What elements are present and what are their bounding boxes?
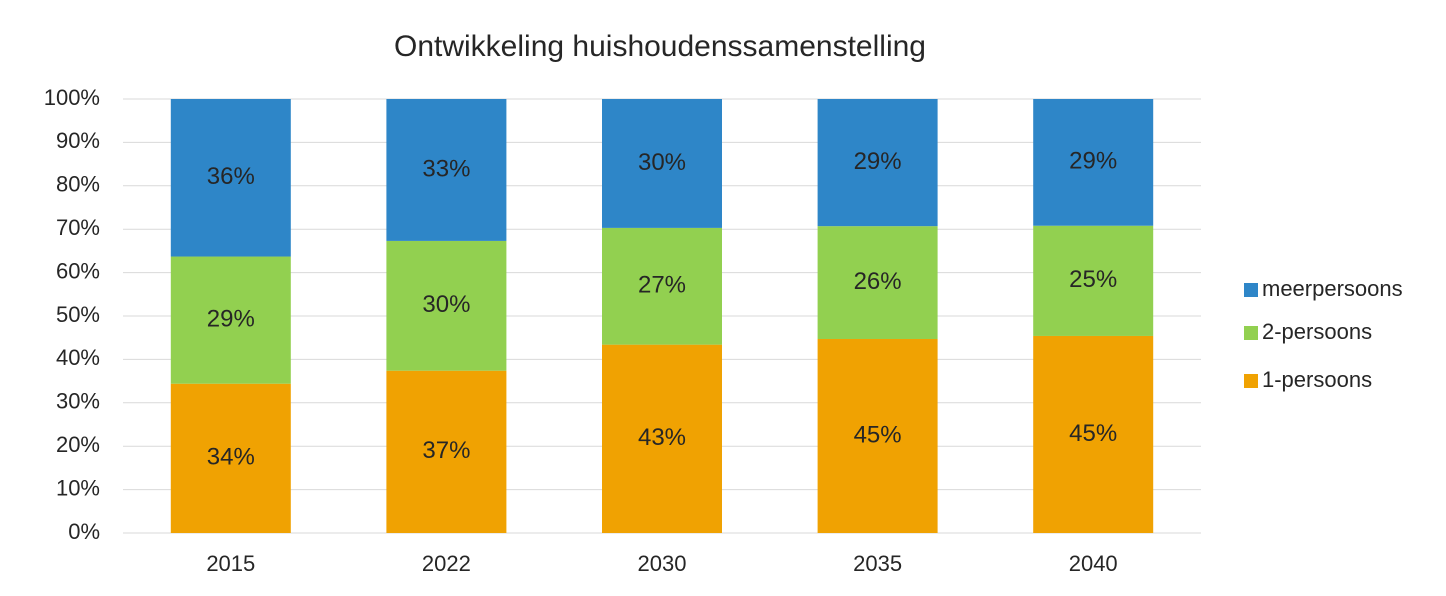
y-tick-label: 100% [44, 85, 100, 110]
y-tick-label: 70% [56, 215, 100, 240]
bar-segment [386, 240, 507, 371]
data-label: 34% [207, 444, 255, 471]
x-tick-label: 2022 [422, 551, 471, 576]
data-label: 30% [422, 291, 470, 318]
y-tick-label: 10% [56, 475, 100, 500]
y-tick-label: 80% [56, 172, 100, 197]
bar-segment [170, 383, 291, 533]
bar-segment [170, 256, 291, 384]
y-tick-label: 20% [56, 432, 100, 457]
legend-label: meerpersoons [1262, 276, 1403, 301]
data-label: 30% [638, 149, 686, 176]
bar-segment [817, 339, 938, 533]
bar-segment [386, 370, 507, 533]
bar-segment [1033, 225, 1154, 336]
legend-swatch [1244, 283, 1258, 297]
y-tick-label: 60% [56, 258, 100, 283]
bar-segment [1033, 335, 1154, 533]
bar-segment [386, 99, 507, 241]
bar-segment [602, 344, 722, 533]
y-tick-label: 90% [56, 128, 100, 153]
data-label: 25% [1069, 266, 1117, 293]
data-label: 27% [638, 272, 686, 299]
data-label: 33% [422, 155, 470, 182]
data-label: 43% [638, 424, 686, 451]
data-label: 29% [207, 305, 255, 332]
data-label: 29% [1069, 148, 1117, 175]
data-label: 45% [854, 421, 902, 448]
chart-title: Ontwikkeling huishoudenssamenstelling [394, 30, 926, 63]
x-tick-label: 2030 [638, 551, 687, 576]
legend-swatch [1244, 374, 1258, 388]
bar-segment [602, 227, 722, 345]
x-tick-label: 2015 [206, 551, 255, 576]
y-tick-label: 30% [56, 389, 100, 414]
bar-segment [1033, 99, 1154, 226]
bar-segment [817, 99, 938, 227]
y-tick-label: 0% [68, 519, 100, 544]
y-tick-label: 50% [56, 302, 100, 327]
bar-segment [602, 99, 722, 228]
legend-swatch [1244, 326, 1258, 340]
bar-segment [170, 99, 291, 257]
legend-label: 2-persoons [1262, 319, 1372, 344]
legend-label: 1-persoons [1262, 367, 1372, 392]
data-label: 29% [854, 148, 902, 175]
y-tick-label: 40% [56, 345, 100, 370]
data-label: 37% [422, 437, 470, 464]
x-tick-label: 2035 [853, 551, 902, 576]
data-label: 36% [207, 163, 255, 190]
data-label: 26% [854, 268, 902, 295]
bar-segment [817, 226, 938, 340]
x-tick-label: 2040 [1069, 551, 1118, 576]
data-label: 45% [1069, 420, 1117, 447]
